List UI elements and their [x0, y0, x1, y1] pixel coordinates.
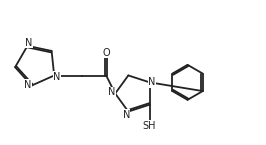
Text: N: N: [123, 110, 130, 120]
Text: N: N: [25, 38, 32, 48]
Text: SH: SH: [143, 121, 156, 131]
Text: N: N: [109, 87, 116, 97]
Text: O: O: [102, 48, 110, 58]
Text: N: N: [24, 80, 31, 90]
Text: N: N: [148, 77, 156, 87]
Text: N: N: [53, 71, 61, 81]
